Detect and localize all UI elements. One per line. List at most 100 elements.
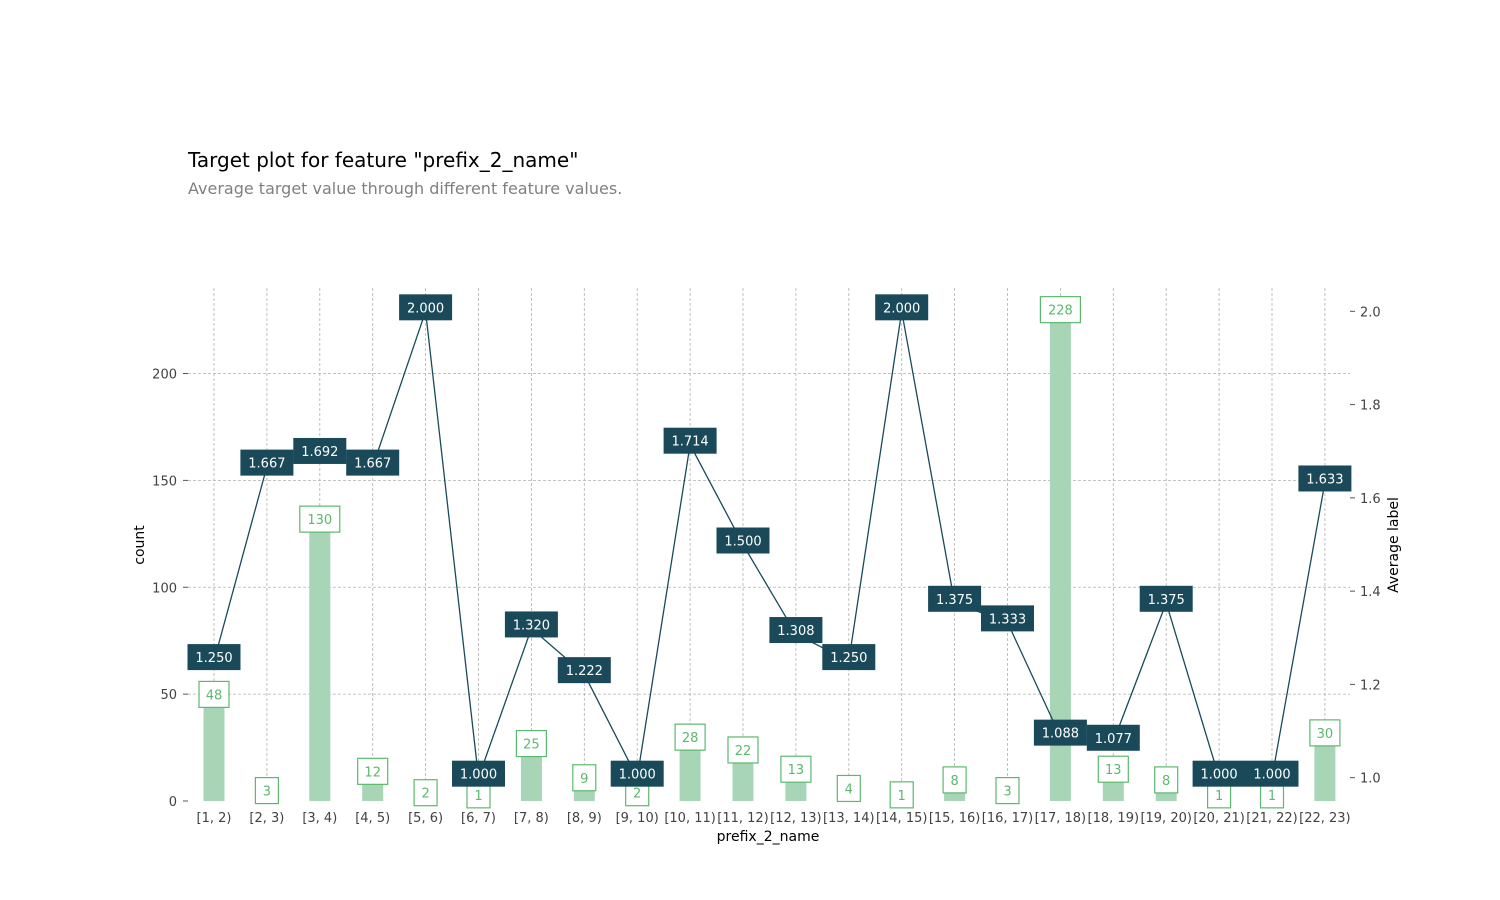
y-tick-label: 50 [160, 688, 177, 703]
average-label: 1.222 [566, 664, 603, 679]
count-bar [520, 747, 542, 801]
average-label-line [213, 311, 1326, 780]
count-label: 4 [845, 782, 853, 797]
y-tick-label: 100 [152, 581, 177, 596]
count-label: 8 [1162, 774, 1170, 789]
x-tick-label: [17, 18) [1035, 811, 1087, 826]
count-label: 1 [474, 789, 482, 804]
count-label-box [1154, 766, 1179, 794]
count-label-box [942, 766, 967, 794]
count-label: 3 [1003, 785, 1011, 800]
count-label: 13 [788, 763, 805, 778]
average-label-box [663, 427, 717, 454]
x-tick-label: [21, 22) [1246, 811, 1298, 826]
average-label: 1.375 [1148, 593, 1185, 608]
average-label-box [399, 294, 453, 321]
x-tick-label: [5, 6) [408, 811, 443, 826]
x-tick-label: [11, 12) [717, 811, 769, 826]
average-label-box [346, 449, 400, 476]
average-label: 1.077 [1095, 732, 1132, 747]
x-tick-label: [2, 3) [249, 811, 284, 826]
count-label-box [1097, 755, 1129, 783]
count-label-box [995, 776, 1020, 805]
count-label-box [572, 764, 597, 792]
x-tick-label: [7, 8) [514, 811, 549, 826]
count-label: 48 [206, 688, 223, 703]
y-axis-label: count [132, 525, 148, 565]
count-label-box [1309, 719, 1341, 747]
count-label-box [357, 757, 389, 785]
average-label-box [1245, 760, 1299, 787]
average-label-box [293, 437, 347, 464]
count-label-box [836, 774, 861, 803]
average-label: 1.088 [1042, 727, 1079, 742]
average-label-box [875, 294, 929, 321]
average-label: 1.500 [724, 535, 761, 550]
count-label: 9 [580, 772, 588, 787]
average-label: 1.000 [1253, 768, 1290, 783]
count-label-box [413, 779, 438, 807]
count-label: 1 [898, 789, 906, 804]
y-tick-label: 0 [169, 795, 177, 810]
y2-tick-label: 1.4 [1360, 585, 1381, 600]
count-label-box [780, 755, 812, 783]
x-tick-label: [6, 7) [461, 811, 496, 826]
x-tick-label: [14, 15) [876, 811, 928, 826]
count-bar [732, 753, 754, 801]
count-label-box [727, 736, 759, 764]
average-label-box [1139, 585, 1193, 612]
average-label-box [822, 644, 876, 671]
y-tick-label: 200 [152, 368, 177, 383]
count-label: 22 [735, 744, 752, 759]
chart-subtitle: Average target value through different f… [188, 179, 623, 198]
count-label-box [254, 776, 279, 805]
y-tick-label: 150 [152, 474, 177, 489]
count-label: 25 [523, 738, 540, 753]
x-tick-label: [3, 4) [302, 811, 337, 826]
average-label: 1.667 [354, 457, 391, 472]
x-tick-label: [10, 11) [664, 811, 716, 826]
count-label: 1 [1268, 789, 1276, 804]
average-label-box [504, 611, 558, 638]
count-label: 1 [1215, 789, 1223, 804]
average-label: 1.000 [1200, 768, 1237, 783]
average-label-box [1192, 760, 1246, 787]
y2-axis-label: Average label [1386, 497, 1402, 593]
x-axis-label: prefix_2_name [717, 829, 820, 845]
count-label: 2 [633, 787, 641, 802]
count-label-box [299, 505, 341, 533]
average-label: 1.000 [460, 768, 497, 783]
average-label-box [981, 605, 1034, 632]
average-label: 1.250 [830, 651, 867, 666]
count-label: 2 [421, 787, 429, 802]
average-label: 1.320 [513, 618, 550, 633]
average-label: 1.250 [195, 651, 232, 666]
count-label-box [889, 781, 914, 809]
average-label-box [769, 617, 823, 644]
average-label: 1.000 [619, 768, 656, 783]
count-label-box [1039, 296, 1082, 324]
average-label-box [187, 644, 241, 671]
average-label-box [1298, 465, 1352, 492]
count-label: 3 [263, 785, 271, 800]
average-label: 2.000 [883, 301, 920, 316]
count-label: 228 [1048, 304, 1073, 319]
average-label: 1.333 [989, 612, 1026, 627]
average-label: 1.375 [936, 593, 973, 608]
y2-tick-label: 1.0 [1360, 772, 1381, 787]
y2-tick-label: 2.0 [1360, 305, 1381, 320]
x-tick-label: [19, 20) [1140, 811, 1192, 826]
x-tick-label: [8, 9) [567, 811, 602, 826]
average-label-box [557, 657, 611, 684]
count-label: 130 [307, 513, 332, 528]
x-tick-label: [16, 17) [982, 811, 1034, 826]
x-tick-label: [13, 14) [823, 811, 875, 826]
average-label: 1.667 [248, 457, 285, 472]
x-tick-label: [20, 21) [1193, 811, 1245, 826]
x-tick-label: [4, 5) [355, 811, 390, 826]
count-bar [1314, 736, 1336, 801]
count-label: 12 [364, 765, 381, 780]
count-label-box [198, 680, 230, 709]
chart-title: Target plot for feature "prefix_2_name" [188, 148, 579, 172]
